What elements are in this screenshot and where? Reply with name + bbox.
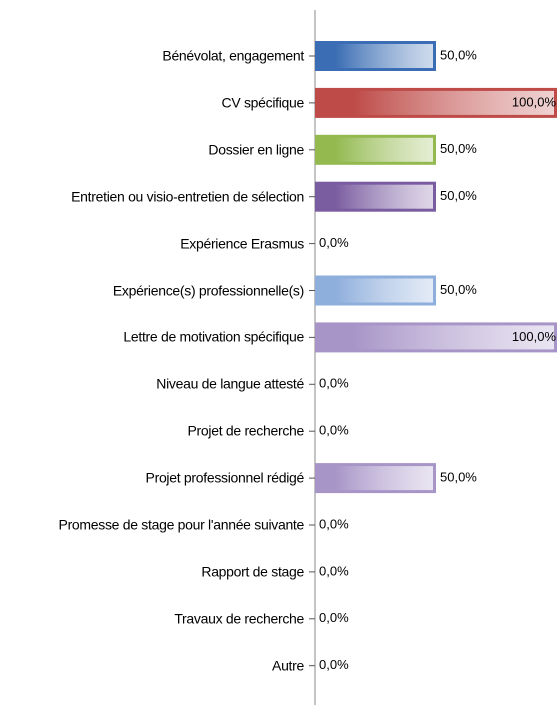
category-label: CV spécifique [221, 94, 305, 111]
value-label: 50,0% [440, 188, 477, 203]
category-label: Rapport de stage [201, 563, 304, 580]
bar [318, 466, 433, 491]
bar [318, 278, 433, 303]
category-label: Projet de recherche [187, 422, 305, 439]
value-label: 0,0% [319, 563, 349, 578]
value-label: 0,0% [319, 610, 349, 625]
value-label: 0,0% [319, 516, 349, 531]
category-label: Lettre de motivation spécifique [123, 328, 304, 345]
value-label: 50,0% [440, 47, 477, 62]
bar [318, 137, 433, 162]
bar [318, 184, 433, 209]
category-label: Entretien ou visio-entretien de sélectio… [71, 188, 304, 205]
category-label: Promesse de stage pour l'année suivante [58, 516, 305, 533]
value-label: 0,0% [319, 657, 349, 672]
category-label: Autre [272, 657, 304, 674]
category-label: Bénévolat, engagement [162, 47, 304, 64]
value-label: 100,0% [512, 329, 557, 344]
bar [318, 325, 554, 350]
bar [318, 44, 433, 68]
value-label: 0,0% [319, 376, 349, 391]
category-label: Travaux de recherche [174, 610, 304, 627]
category-label: Niveau de langue attesté [156, 375, 304, 392]
value-label: 50,0% [440, 141, 477, 156]
category-label: Projet professionnel rédigé [145, 469, 305, 486]
bar [318, 90, 554, 115]
value-label: 50,0% [440, 470, 477, 485]
category-label: Dossier en ligne [208, 141, 304, 158]
category-label: Expérience Erasmus [180, 235, 304, 252]
value-label: 50,0% [440, 282, 477, 297]
value-label: 0,0% [319, 235, 349, 250]
value-label: 0,0% [319, 423, 349, 438]
value-label: 100,0% [512, 94, 557, 109]
category-label: Expérience(s) professionnelle(s) [112, 282, 304, 298]
